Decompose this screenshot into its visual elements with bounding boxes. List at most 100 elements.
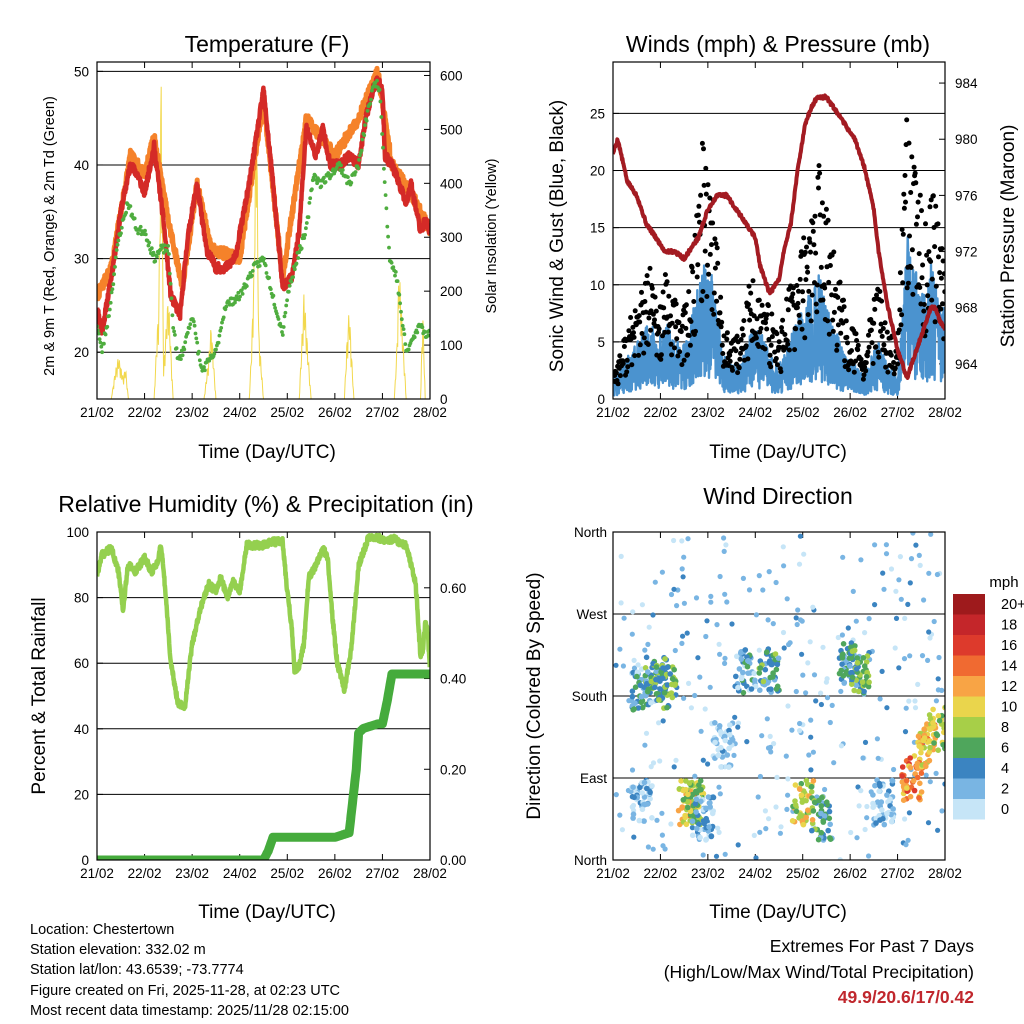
direction-point xyxy=(872,782,878,789)
direction-point xyxy=(676,786,683,792)
dewpoint-point xyxy=(250,273,254,278)
direction-point xyxy=(913,542,919,548)
gust-point xyxy=(632,308,638,314)
direction-point xyxy=(831,760,837,766)
direction-point xyxy=(759,733,765,739)
direction-point xyxy=(629,767,636,773)
dewpoint-point xyxy=(280,333,285,337)
dir-x-tick-label: 24/02 xyxy=(738,866,772,881)
wind-y-tick-label: 0 xyxy=(597,392,605,407)
direction-point xyxy=(925,657,931,664)
dewpoint-point xyxy=(401,327,406,331)
dewpoint-point xyxy=(319,184,324,189)
direction-point xyxy=(722,660,728,667)
dewpoint-point xyxy=(287,283,292,288)
gust-point xyxy=(928,259,934,264)
direction-point xyxy=(818,803,825,809)
gust-point xyxy=(830,328,836,334)
dewpoint-point xyxy=(197,358,202,363)
speed-legend-swatch xyxy=(953,737,985,758)
direction-point xyxy=(757,687,763,693)
direction-point xyxy=(724,599,730,605)
dewpoint-point xyxy=(397,292,402,297)
direction-point xyxy=(931,740,937,746)
rh-y-tick-label: 80 xyxy=(74,591,89,606)
gust-point xyxy=(656,326,662,332)
direction-point xyxy=(793,808,800,815)
gust-point xyxy=(672,345,677,351)
gust-point xyxy=(763,316,769,322)
direction-point xyxy=(911,753,918,759)
direction-point xyxy=(748,686,755,692)
gust-point xyxy=(687,342,693,348)
direction-point xyxy=(722,591,728,597)
direction-point xyxy=(786,641,792,648)
pressure-y2label: Station Pressure (Maroon) xyxy=(998,125,1019,348)
gust-point xyxy=(873,344,879,350)
direction-point xyxy=(745,670,751,676)
direction-point xyxy=(807,639,813,645)
direction-point xyxy=(707,800,713,806)
dewpoint-point xyxy=(276,317,281,321)
gust-point xyxy=(780,317,786,323)
dewpoint-point xyxy=(132,216,137,221)
direction-point xyxy=(638,699,645,706)
gust-point xyxy=(883,364,889,370)
gust-point xyxy=(919,208,924,214)
direction-point xyxy=(659,569,666,575)
direction-point xyxy=(824,676,830,682)
dewpoint-point xyxy=(386,234,390,239)
gust-point xyxy=(835,294,841,300)
direction-point xyxy=(736,666,743,672)
direction-point xyxy=(906,810,913,816)
direction-point xyxy=(653,668,660,675)
dewpoint-point xyxy=(264,271,269,275)
gust-point xyxy=(917,192,923,198)
dewpoint-point xyxy=(107,314,111,318)
dewpoint-point xyxy=(171,326,176,330)
gust-point xyxy=(923,221,928,227)
gust-point xyxy=(668,313,673,319)
gust-point xyxy=(908,265,914,270)
direction-point xyxy=(617,646,623,652)
direction-point xyxy=(723,542,729,548)
direction-panel: Wind Direction Time (Day/UTC) Direction … xyxy=(524,483,1024,923)
direction-point xyxy=(630,811,637,817)
direction-point xyxy=(652,579,658,585)
figure-created: Figure created on Fri, 2025-11-28, at 02… xyxy=(30,982,341,999)
dewpoint-point xyxy=(399,309,403,314)
direction-point xyxy=(716,829,722,836)
temp-y-tick-label: 20 xyxy=(74,345,89,360)
gust-point xyxy=(709,242,714,248)
direction-point xyxy=(884,810,890,817)
direction-point xyxy=(893,615,900,622)
direction-point xyxy=(772,651,779,657)
dewpoint-point xyxy=(138,224,143,229)
solar-y2-tick-label: 600 xyxy=(440,68,463,83)
gust-point xyxy=(703,165,709,171)
direction-point xyxy=(642,801,648,808)
temp-x-tick-label: 23/02 xyxy=(175,405,209,420)
direction-point xyxy=(911,787,918,794)
direction-point xyxy=(941,729,945,736)
gust-point xyxy=(746,301,751,307)
gust-point xyxy=(831,249,837,255)
direction-point xyxy=(935,827,941,833)
gust-point xyxy=(808,318,814,324)
direction-point xyxy=(773,579,779,586)
direction-point xyxy=(797,720,803,727)
direction-point xyxy=(733,673,739,680)
direction-point xyxy=(660,718,666,724)
direction-point xyxy=(884,792,890,798)
dewpoint-point xyxy=(194,336,199,341)
gust-point xyxy=(896,327,902,333)
gust-point xyxy=(641,350,647,356)
direction-point xyxy=(866,616,872,622)
direction-point xyxy=(818,829,825,836)
gust-point xyxy=(740,332,746,338)
gust-point xyxy=(858,356,864,362)
station-elevation: Station elevation: 332.02 m xyxy=(30,942,206,959)
direction-point xyxy=(797,786,803,792)
gust-point xyxy=(913,180,919,186)
